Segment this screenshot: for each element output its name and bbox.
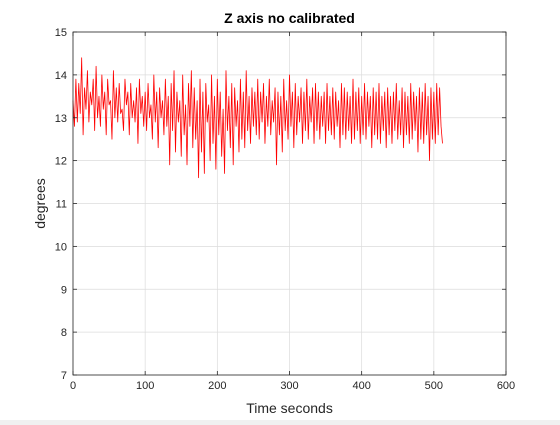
ticks: 0 100 200 300 400 500 600 7 8 9 10 11 12 13 14 15	[55, 27, 515, 392]
x-tick-label: 0	[70, 380, 76, 392]
series-layer	[72, 57, 443, 179]
y-tick-label: 8	[61, 327, 67, 339]
y-tick-label: 13	[55, 113, 67, 125]
x-tick-label: 400	[352, 380, 370, 392]
x-tick-label: 200	[208, 380, 226, 392]
series-line-1	[72, 57, 443, 179]
y-tick-label: 14	[55, 70, 67, 82]
y-tick-label: 9	[61, 284, 67, 296]
y-tick-label: 11	[56, 199, 67, 211]
y-tick-label: 12	[55, 156, 67, 168]
x-tick-label: 500	[425, 380, 443, 392]
y-axis-label: degrees	[32, 178, 48, 229]
x-axis-label: Time seconds	[246, 400, 333, 416]
y-tick-label: 7	[61, 370, 67, 382]
y-tick-label: 15	[55, 27, 67, 39]
x-tick-label: 600	[497, 380, 515, 392]
x-tick-label: 100	[136, 380, 154, 392]
chart-title: Z axis no calibrated	[224, 10, 355, 26]
x-tick-label: 300	[280, 380, 298, 392]
y-tick-label: 10	[55, 241, 67, 253]
